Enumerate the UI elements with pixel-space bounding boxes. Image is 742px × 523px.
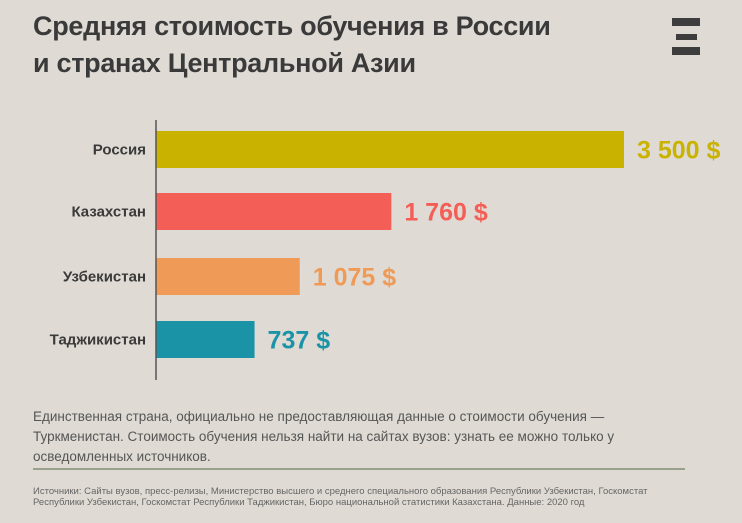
- category-label: Таджикистан: [50, 332, 146, 349]
- category-label: Казахстан: [71, 204, 146, 221]
- bar-chart: Россия 3 500 $ Казахстан 1 760 $ Узбекистан 1…: [50, 120, 721, 380]
- category-label: Узбекистан: [63, 269, 146, 286]
- bar-3: [156, 321, 255, 358]
- data-label: 1 760 $: [404, 199, 488, 227]
- data-label: 1 075 $: [313, 264, 397, 292]
- footnote: Единственная страна, официально не предо…: [33, 409, 615, 464]
- title-line-2: и странах Центральной Азии: [33, 48, 416, 78]
- bar-2: [156, 258, 300, 295]
- sources: Источники: Сайты вузов, пресс-релизы, Ми…: [33, 486, 648, 508]
- bar-0: [156, 131, 624, 168]
- data-label: 737 $: [268, 327, 331, 355]
- data-label: 3 500 $: [637, 137, 721, 165]
- bar-1: [156, 193, 392, 230]
- title-line-1: Средняя стоимость обучения в России: [33, 11, 551, 41]
- three-bars-logo-icon: [670, 16, 704, 58]
- category-label: Россия: [93, 142, 146, 159]
- chart-title: Средняя стоимость обучения в России и ст…: [33, 8, 551, 82]
- divider: [33, 468, 685, 470]
